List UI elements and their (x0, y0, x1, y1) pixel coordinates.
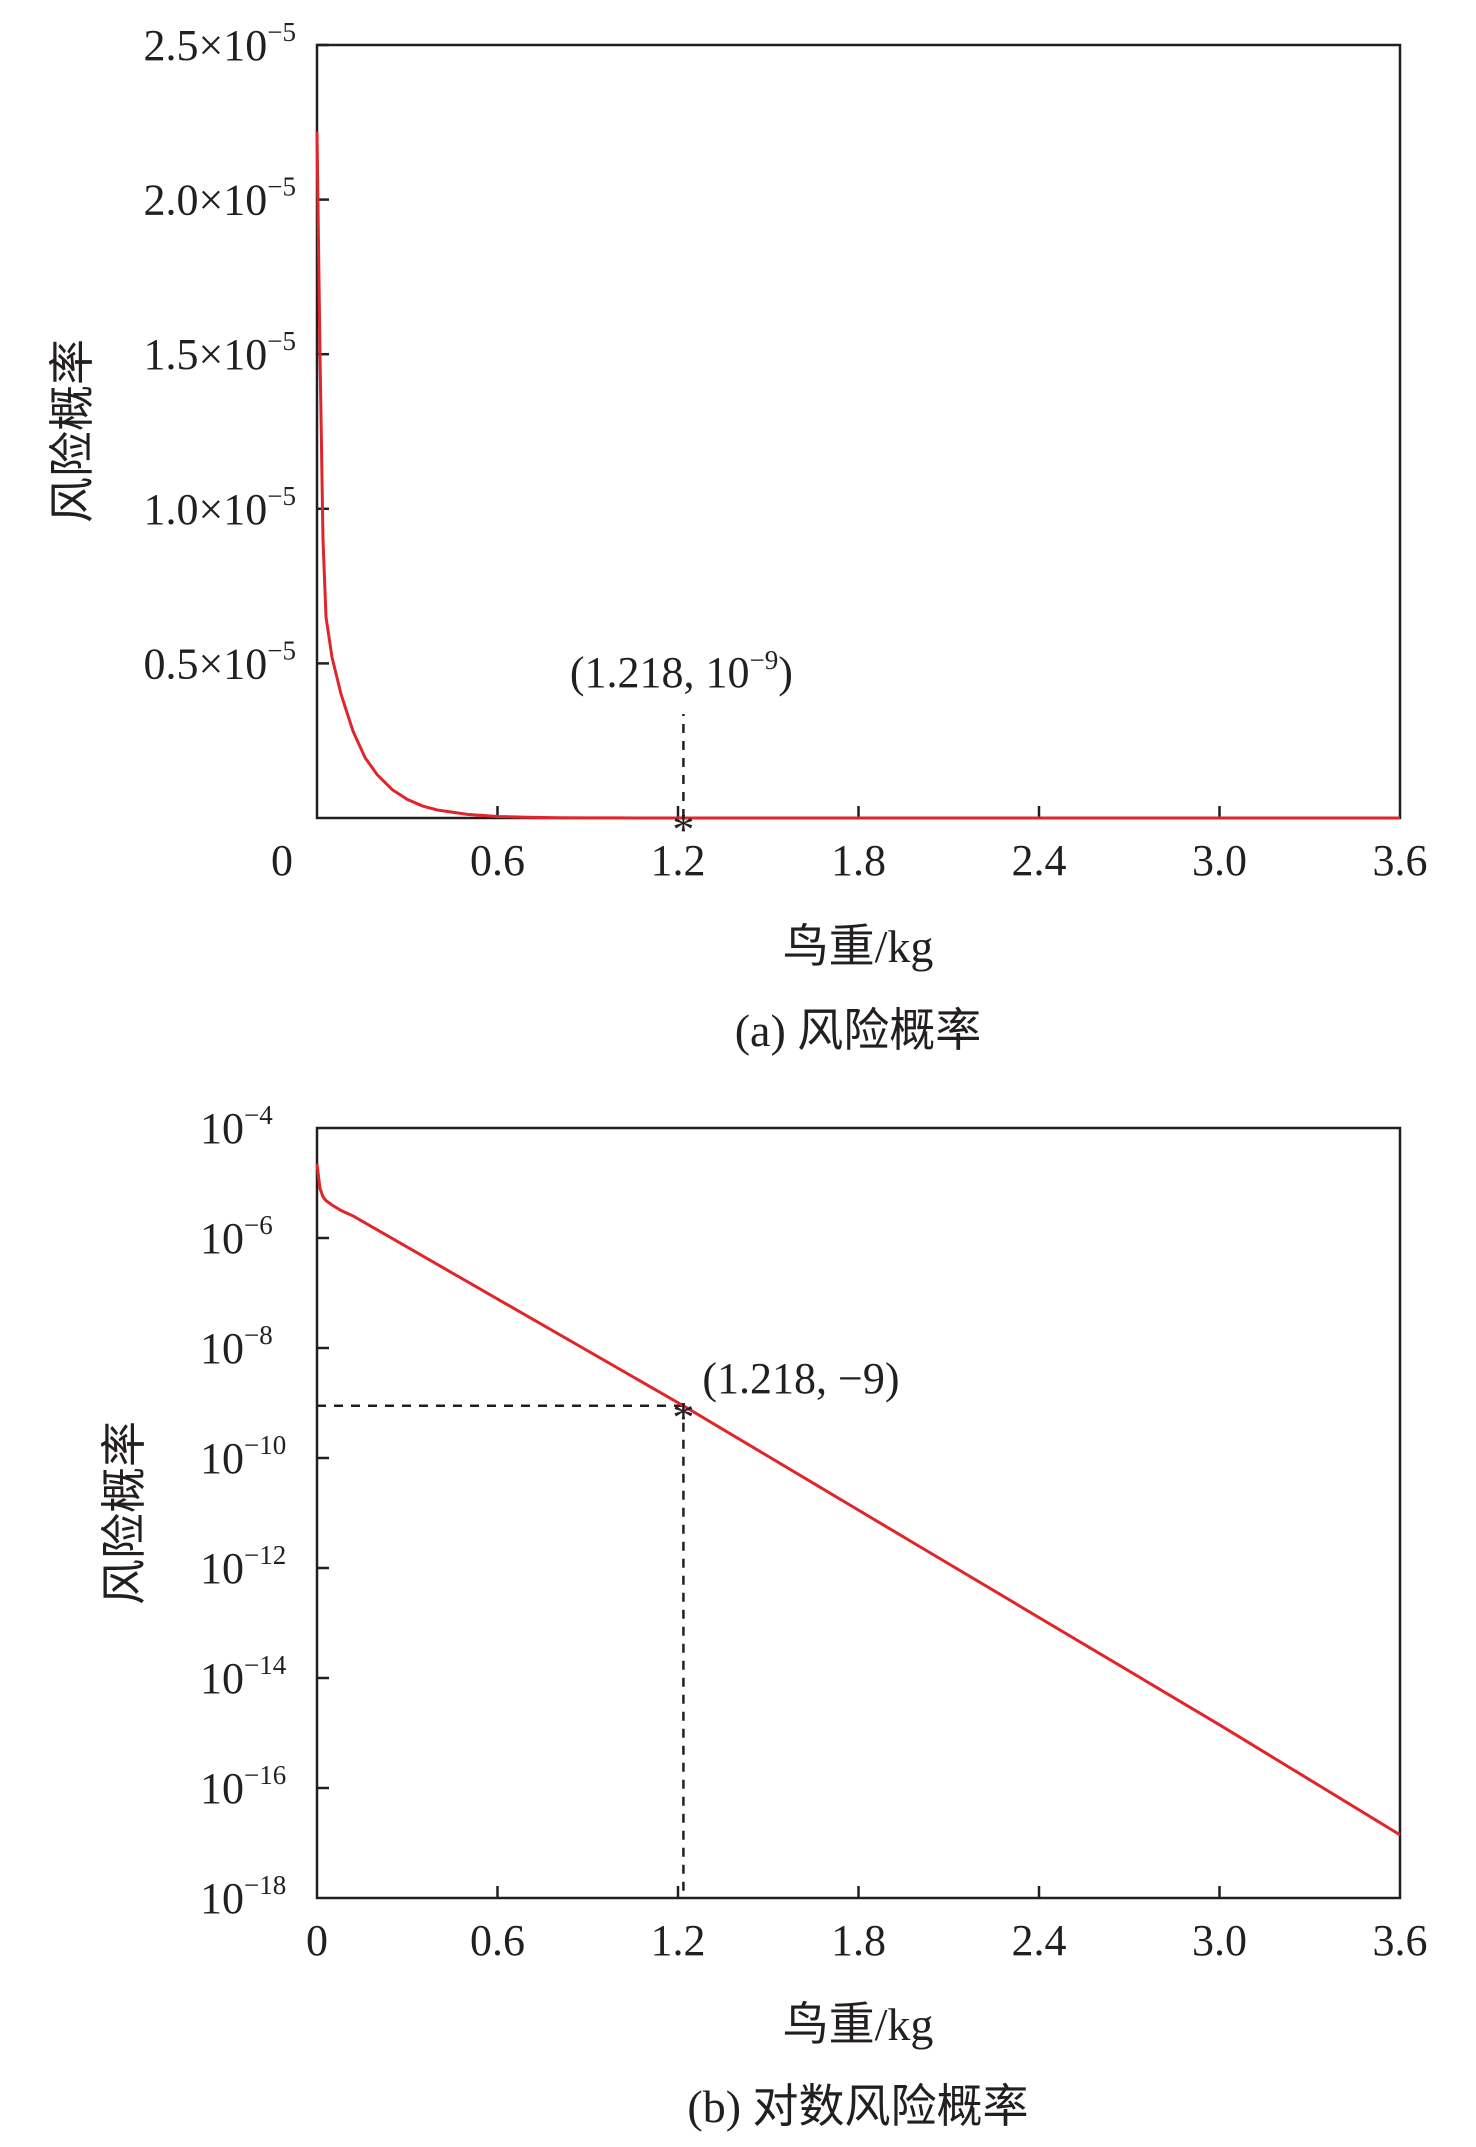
chart-a-ytick-label: 0.5×10−5 (143, 635, 296, 688)
chart-a-annotation-sup: −9 (750, 645, 779, 675)
chart-a-series-line (315, 131, 1400, 820)
chart-a-ytick-label: 1.0×10−5 (143, 481, 296, 534)
chart-b-caption: (b) 对数风险概率 (687, 2081, 1028, 2132)
chart-b-ylabel: 风险概率 (99, 1421, 150, 1605)
chart-b-x-ticks: 0 0.6 1.2 1.8 2.4 3.0 3.6 (306, 1886, 1428, 1965)
chart-b-xlabel: 鸟重/kg (783, 1999, 934, 2050)
chart-b-xtick-label: 0.6 (470, 1916, 525, 1965)
chart-b-ytick-label: 10−8 (200, 1320, 273, 1373)
chart-b-plot-frame (315, 1126, 1402, 1900)
chart-a-annotation-label: (1.218, 10−9) (570, 645, 793, 697)
chart-a-ytick-label: 2.0×10−5 (143, 172, 296, 225)
chart-a-xtick-label: 3.6 (1373, 836, 1428, 885)
chart-b-ytick-label: 10−4 (200, 1100, 273, 1153)
chart-b-xtick-label: 2.4 (1012, 1916, 1067, 1965)
chart-b-xtick-label: 3.6 (1373, 1916, 1428, 1965)
chart-a-plot-frame (315, 43, 1402, 820)
chart-a-xtick-label: 0.6 (470, 836, 525, 885)
chart-b-xtick-label: 1.2 (651, 1916, 706, 1965)
chart-a-xtick-label: 1.8 (831, 836, 886, 885)
chart-a-xlabel: 鸟重/kg (783, 921, 934, 972)
chart-b-xtick-label: 1.8 (831, 1916, 886, 1965)
chart-a-annotation-text: (1.218, 10 (570, 648, 750, 697)
chart-b-ytick-label: 10−6 (200, 1210, 273, 1263)
chart-a-ytick-label: 1.5×10−5 (143, 326, 296, 379)
chart-b-ytick-label: 10−10 (200, 1430, 286, 1483)
chart-b-annotation-label: (1.218, −9) (702, 1354, 899, 1403)
chart-b-annotation-marker: * (672, 1393, 694, 1442)
chart-b-ytick-label: 10−16 (200, 1760, 286, 1813)
chart-a-ytick-label: 2.5×10−5 (143, 17, 296, 70)
chart-a-caption: (a) 风险概率 (735, 1005, 982, 1056)
chart-a-annotation-marker: * (672, 805, 694, 854)
chart-b-xtick-label: 3.0 (1192, 1916, 1247, 1965)
chart-a: 0.5×10−5 1.0×10−5 1.5×10−5 2.0×10−5 2.5×10−5… (47, 17, 1428, 1056)
chart-b-xtick-label: 0 (306, 1916, 328, 1965)
chart-a-ylabel: 风险概率 (47, 339, 98, 523)
chart-a-xtick-label: 3.0 (1192, 836, 1247, 885)
chart-b-series-line (315, 1163, 1401, 1837)
chart-a-y-ticks: 0.5×10−5 1.0×10−5 1.5×10−5 2.0×10−5 2.5×10−5 (143, 17, 329, 688)
chart-a-x-ticks: 0 0.6 1.2 1.8 2.4 3.0 3.6 (271, 806, 1428, 885)
chart-a-annotation-close: ) (778, 648, 793, 697)
chart-b-y-ticks: 10−18 10−16 10−14 10−12 10−10 10−8 10−6 10−4 (200, 1100, 329, 1923)
chart-b-ytick-label: 10−14 (200, 1650, 287, 1703)
chart-a-xtick-label: 2.4 (1012, 836, 1067, 885)
chart-b-ytick-label: 10−12 (200, 1540, 286, 1593)
chart-a-xtick-label: 1.2 (651, 836, 706, 885)
chart-b-ytick-label: 10−18 (200, 1870, 286, 1923)
chart-a-xtick-label: 0 (271, 836, 293, 885)
